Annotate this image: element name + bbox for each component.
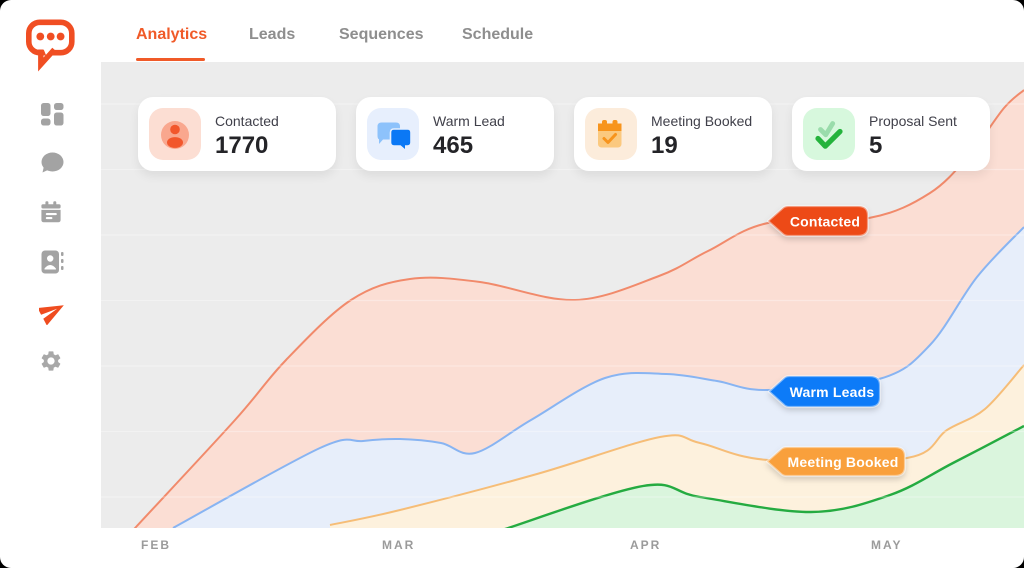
svg-text:Warm Leads: Warm Leads — [790, 384, 875, 400]
svg-text:Meeting Booked: Meeting Booked — [788, 454, 899, 470]
svg-text:Contacted: Contacted — [790, 214, 860, 230]
